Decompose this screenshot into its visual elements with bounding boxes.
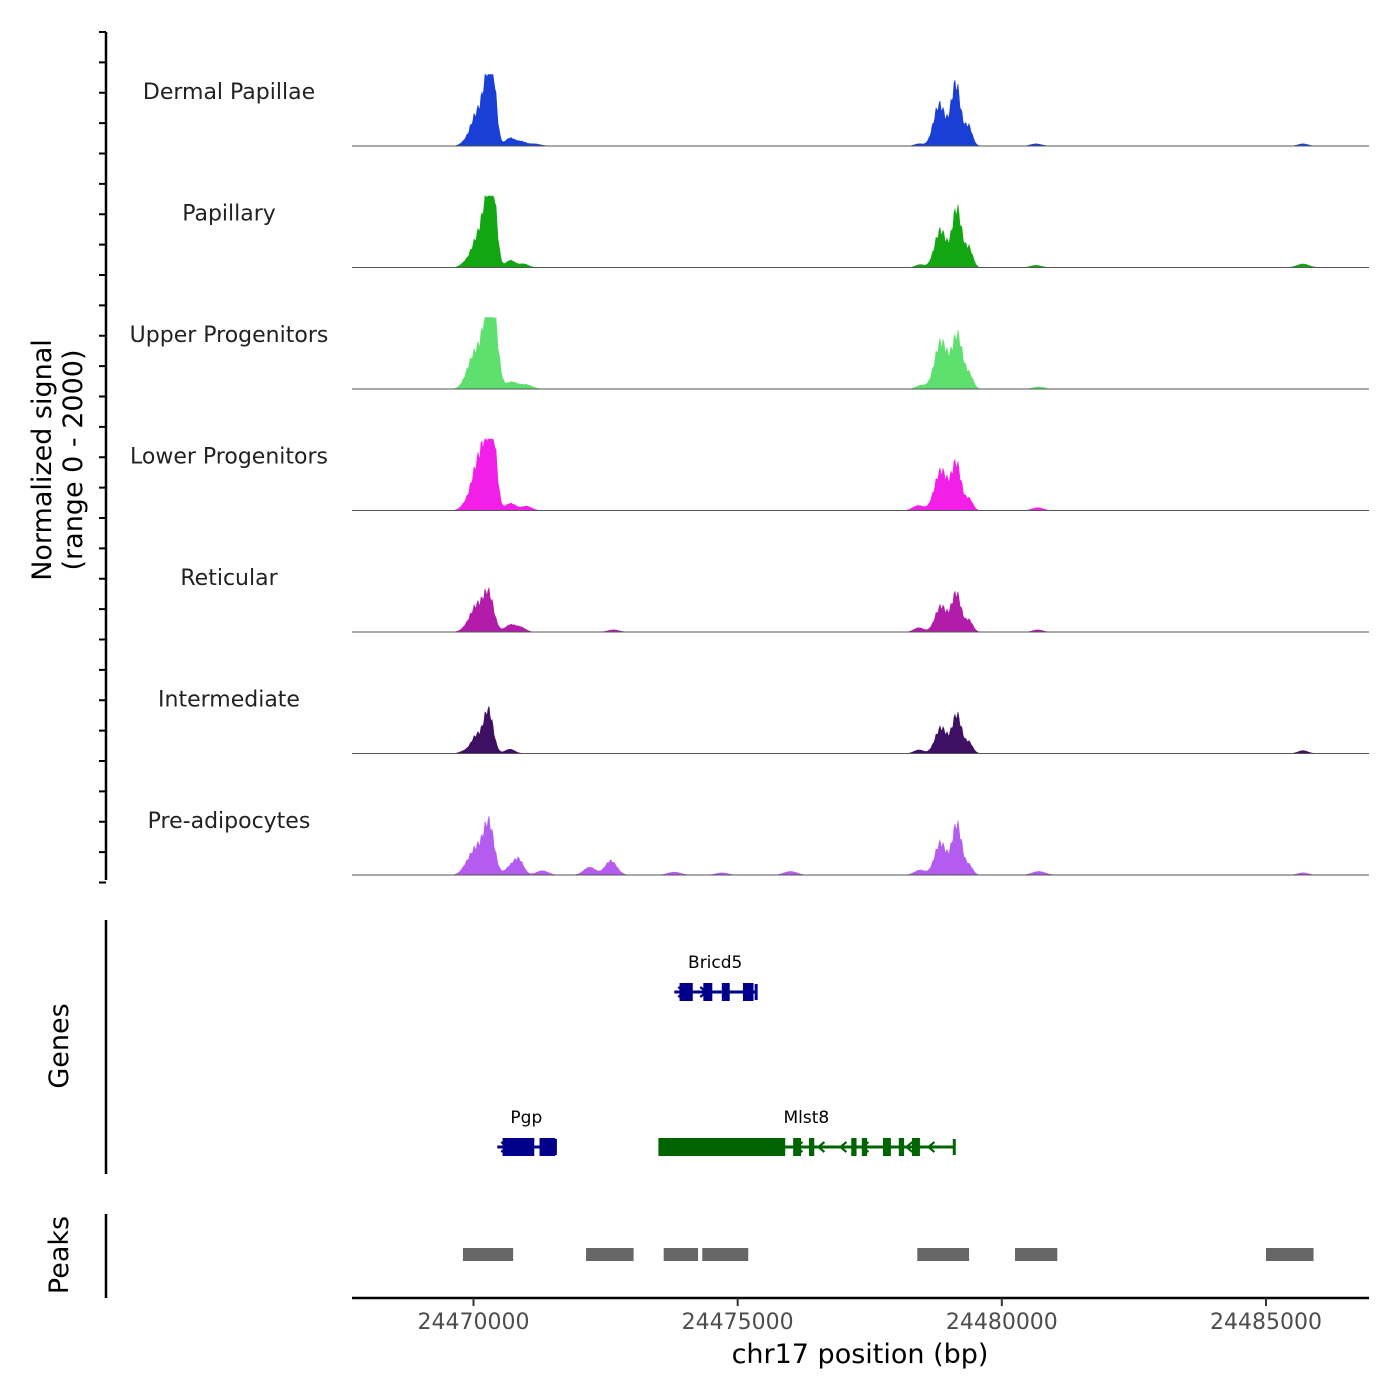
track-label: Lower Progenitors [130, 445, 328, 470]
x-tick-label: 24475000 [682, 1310, 794, 1335]
gene-exon [679, 983, 693, 1001]
peak-region [1265, 1248, 1314, 1261]
peak-region [663, 1248, 699, 1261]
coverage-area [352, 816, 1369, 876]
gene-exon [703, 983, 713, 1001]
track-pre-adipocytes: Pre-adipocytes [148, 809, 1369, 876]
strand-arrow [926, 1141, 936, 1153]
x-axis-title: chr17 position (bp) [732, 1339, 989, 1370]
peak-region [702, 1248, 749, 1261]
gene-exon [898, 1138, 905, 1156]
genes-axis-title: Genes [44, 1003, 75, 1088]
peak-region [1015, 1248, 1058, 1261]
strand-arrow [904, 1141, 914, 1153]
track-intermediate: Intermediate [158, 688, 1369, 754]
gene-exon [861, 1138, 868, 1156]
coverage-area [352, 586, 1369, 633]
strand-arrow [816, 1141, 826, 1153]
gene-label: Pgp [510, 1108, 542, 1128]
gene-label: Mlst8 [783, 1108, 829, 1128]
gene-exon [539, 1138, 556, 1156]
gene-bricd5: Bricd5 [674, 953, 758, 1001]
peaks-axis-title: Peaks [44, 1216, 75, 1294]
gene-exon [721, 983, 730, 1001]
track-label: Upper Progenitors [130, 323, 329, 348]
coverage-area [352, 316, 1369, 390]
gene-exon [793, 1138, 802, 1156]
coverage-area [352, 706, 1369, 754]
y-axis-title-line2: (range 0 - 2000) [58, 350, 89, 571]
y-axis-title: Normalized signal (range 0 - 2000) [27, 339, 89, 581]
gene-exon [658, 1138, 786, 1156]
signal-axis-ticks [99, 31, 106, 884]
x-tick-label: 24485000 [1210, 1310, 1322, 1335]
track-reticular: Reticular [180, 566, 1369, 633]
track-label: Pre-adipocytes [148, 809, 311, 834]
gene-label: Bricd5 [688, 953, 742, 973]
peak-regions [462, 1248, 1314, 1261]
track-dermal-papillae: Dermal Papillae [143, 74, 1369, 147]
coverage-area [352, 195, 1369, 268]
coverage-area [352, 74, 1369, 147]
gene-exon [808, 1138, 815, 1156]
strand-arrow [838, 1141, 848, 1153]
y-axis-title-line1: Normalized signal [27, 339, 58, 581]
signal-tracks: Dermal Papillae Papillary Upper Progenitor… [130, 74, 1369, 876]
gene-models: Bricd5 Pgp Mlst8 [497, 953, 956, 1156]
gene-exon [742, 983, 754, 1001]
coverage-area [352, 438, 1369, 511]
peak-region [462, 1248, 514, 1261]
peak-region [917, 1248, 970, 1261]
track-upper-progenitors: Upper Progenitors [130, 316, 1369, 390]
x-tick-label: 24480000 [946, 1310, 1058, 1335]
peak-region [586, 1248, 634, 1261]
track-papillary: Papillary [182, 195, 1369, 268]
track-label: Papillary [182, 202, 276, 227]
gene-pgp: Pgp [497, 1108, 557, 1156]
x-axis-ticks: 24470000 24475000 24480000 24485000 [418, 1298, 1322, 1335]
gene-mlst8: Mlst8 [658, 1108, 956, 1156]
gene-exon [502, 1138, 535, 1156]
track-label: Dermal Papillae [143, 80, 315, 105]
track-label: Intermediate [158, 688, 300, 713]
track-label: Reticular [180, 566, 278, 591]
gene-exon [851, 1138, 857, 1156]
x-tick-label: 24470000 [418, 1310, 530, 1335]
track-lower-progenitors: Lower Progenitors [130, 438, 1369, 511]
gene-exon [912, 1138, 920, 1156]
gene-exon [882, 1138, 891, 1156]
